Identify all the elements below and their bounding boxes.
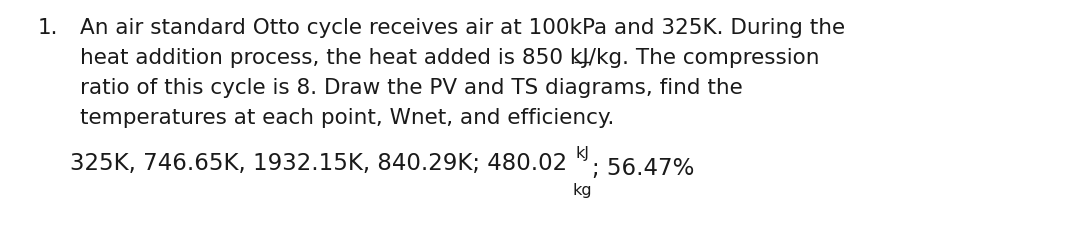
Text: ratio of this cycle is 8. Draw the PV and TS diagrams, find the: ratio of this cycle is 8. Draw the PV an… (80, 78, 743, 98)
Text: temperatures at each point, Wnet, and efficiency.: temperatures at each point, Wnet, and ef… (80, 108, 615, 128)
Text: heat addition process, the heat added is 850 kJ/kg. The compression: heat addition process, the heat added is… (80, 48, 820, 68)
Text: 1.: 1. (38, 18, 58, 38)
Text: kg: kg (572, 183, 592, 198)
Text: kJ: kJ (576, 146, 590, 161)
Text: An air standard Otto cycle receives air at 100kPa and 325K. During the: An air standard Otto cycle receives air … (80, 18, 846, 38)
Text: 325K, 746.65K, 1932.15K, 840.29K; 480.02: 325K, 746.65K, 1932.15K, 840.29K; 480.02 (70, 152, 575, 175)
Text: ; 56.47%: ; 56.47% (592, 157, 694, 180)
